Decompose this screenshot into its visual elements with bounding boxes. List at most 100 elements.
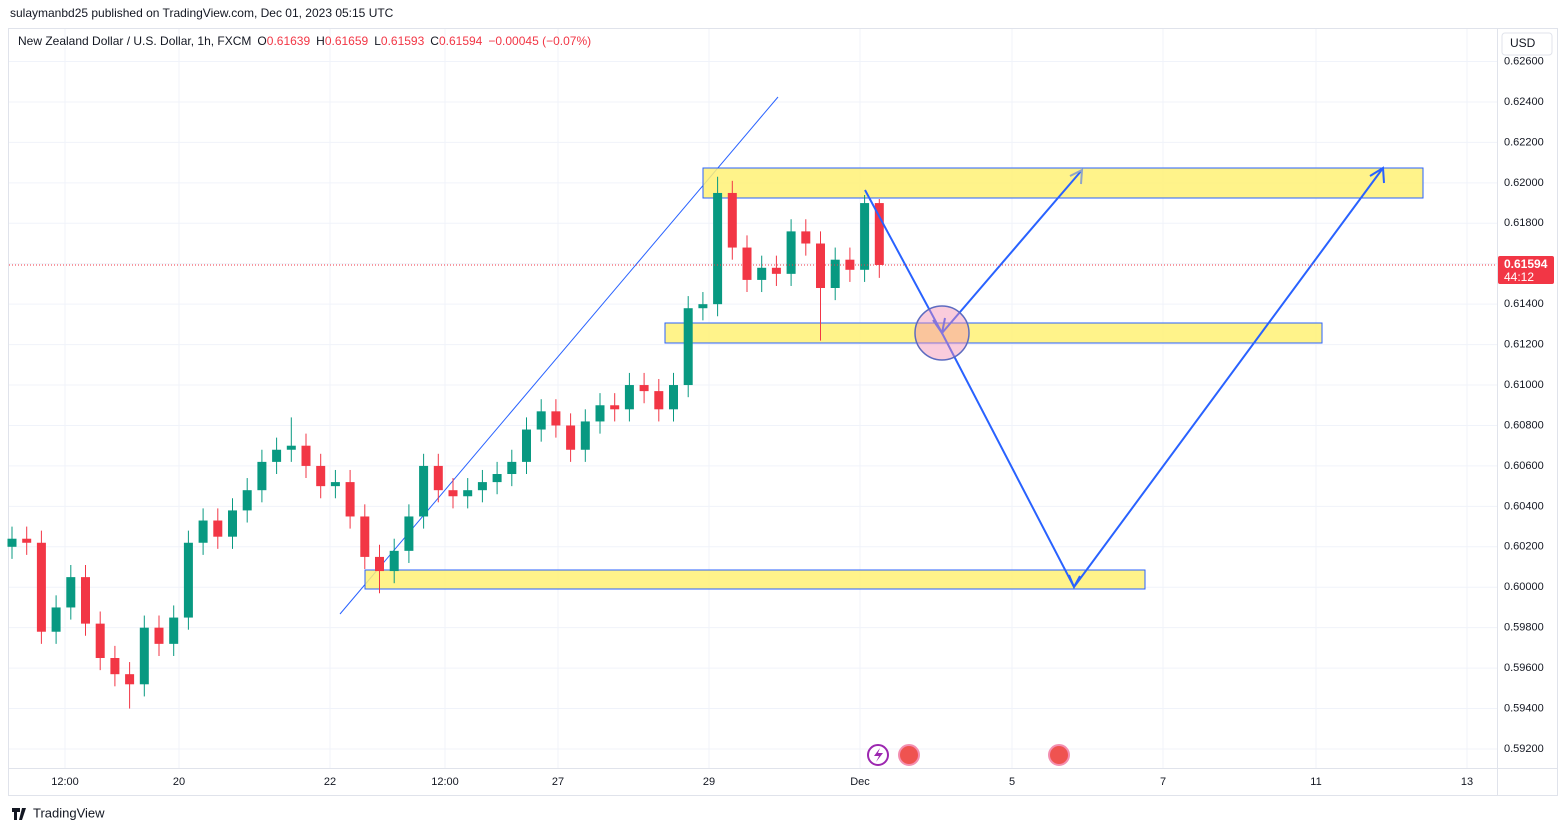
candle-body bbox=[95, 623, 105, 659]
candle-body bbox=[419, 465, 429, 517]
candle-body bbox=[330, 482, 340, 487]
arrow-head bbox=[932, 317, 946, 336]
time-label: 20 bbox=[173, 776, 185, 788]
price-label: 0.61400 bbox=[1504, 298, 1544, 310]
price-label: 0.59400 bbox=[1504, 702, 1544, 714]
legend-low-label: L bbox=[374, 34, 381, 48]
candle-body bbox=[375, 556, 384, 572]
candle-body bbox=[492, 474, 502, 483]
arrow-head bbox=[1068, 574, 1081, 590]
candle-body bbox=[610, 405, 620, 410]
candle-body bbox=[66, 577, 76, 608]
time-label: 7 bbox=[1160, 776, 1166, 788]
event-flag[interactable] bbox=[898, 744, 920, 766]
candle-body bbox=[272, 449, 282, 462]
brand-logo bbox=[12, 808, 26, 820]
candle-body bbox=[551, 411, 561, 426]
event-icon-glyph bbox=[874, 748, 883, 762]
candle-body bbox=[654, 391, 664, 410]
countdown: 44:12 bbox=[1504, 270, 1534, 284]
candle-body bbox=[698, 304, 708, 309]
legend-symbol: New Zealand Dollar / U.S. Dollar, 1h, FX… bbox=[18, 34, 251, 48]
price-label: 0.60600 bbox=[1504, 460, 1544, 472]
candle-body bbox=[639, 385, 649, 392]
candle-body bbox=[198, 520, 208, 543]
price-label: 0.60800 bbox=[1504, 419, 1544, 431]
candle-body bbox=[125, 674, 135, 685]
candle-body bbox=[433, 465, 443, 491]
candle-body bbox=[228, 510, 237, 537]
currency-button[interactable] bbox=[1501, 32, 1553, 56]
candle-body bbox=[183, 542, 193, 618]
publisher: sulaymanbd25 published on TradingView.co… bbox=[10, 6, 394, 20]
candle-body bbox=[169, 617, 179, 644]
candle-body bbox=[345, 482, 355, 517]
price-label: 0.61800 bbox=[1504, 217, 1544, 229]
time-label: 12:00 bbox=[51, 776, 79, 788]
candle-body bbox=[36, 542, 46, 632]
candle-body bbox=[213, 520, 223, 537]
time-label: Dec bbox=[850, 776, 870, 788]
support-zone bbox=[664, 322, 1323, 344]
candle-body bbox=[566, 425, 576, 450]
candle-body bbox=[683, 308, 693, 386]
candle-body bbox=[874, 203, 884, 265]
candle-body bbox=[830, 259, 840, 288]
candles bbox=[7, 176, 884, 709]
candle-body bbox=[7, 538, 17, 547]
candle-body bbox=[110, 658, 120, 675]
price-label: 0.61200 bbox=[1504, 339, 1544, 351]
candle-body bbox=[448, 490, 458, 497]
candle-body bbox=[139, 627, 149, 685]
highlight-circle bbox=[914, 305, 970, 361]
legend-change: −0.00045 (−0.07%) bbox=[488, 34, 591, 48]
candle-body bbox=[242, 490, 252, 511]
candle-body bbox=[463, 490, 473, 497]
brand: TradingView bbox=[33, 805, 105, 820]
candle-body bbox=[801, 231, 811, 244]
legend: New Zealand Dollar / U.S. Dollar, 1h, FX… bbox=[18, 34, 591, 48]
price-label: 0.60400 bbox=[1504, 500, 1544, 512]
legend-close-label: C bbox=[430, 34, 439, 48]
legend-open: 0.61639 bbox=[267, 34, 311, 48]
candle-body bbox=[404, 516, 414, 551]
price-label: 0.60200 bbox=[1504, 541, 1544, 553]
last-price-box bbox=[1498, 255, 1554, 284]
candle-body bbox=[727, 192, 737, 248]
time-label: 5 bbox=[1009, 776, 1015, 788]
currency[interactable]: USD bbox=[1510, 36, 1536, 50]
candle-body bbox=[477, 482, 487, 491]
time-label: 27 bbox=[552, 776, 564, 788]
candle-body bbox=[257, 461, 267, 491]
price-label: 0.62200 bbox=[1504, 136, 1544, 148]
legend-high: 0.61659 bbox=[325, 34, 369, 48]
candle-body bbox=[286, 445, 296, 450]
candle-body bbox=[522, 429, 531, 462]
candle-body bbox=[816, 243, 825, 288]
legend-line: New Zealand Dollar / U.S. Dollar, 1h, FX… bbox=[18, 34, 591, 48]
candle-body bbox=[771, 267, 781, 274]
price-label: 0.61000 bbox=[1504, 379, 1544, 391]
arrow-head bbox=[1369, 166, 1385, 184]
candle-body bbox=[757, 267, 767, 280]
candle-body bbox=[713, 192, 723, 305]
event-flag[interactable] bbox=[1048, 744, 1070, 766]
candle-body bbox=[316, 465, 326, 487]
price-label: 0.62600 bbox=[1504, 55, 1544, 67]
candle-body bbox=[154, 627, 164, 644]
time-label: 22 bbox=[324, 776, 336, 788]
candle-body bbox=[860, 203, 870, 270]
price-label: 0.60000 bbox=[1504, 581, 1544, 593]
price-label: 0.62400 bbox=[1504, 96, 1544, 108]
legend-open-label: O bbox=[257, 34, 266, 48]
time-label: 12:00 bbox=[431, 776, 459, 788]
price-label: 0.59800 bbox=[1504, 622, 1544, 634]
time-label: 29 bbox=[703, 776, 715, 788]
candle-body bbox=[389, 550, 399, 572]
demand-zone bbox=[364, 569, 1146, 590]
candle-body bbox=[669, 385, 678, 410]
price-label: 0.59600 bbox=[1504, 662, 1544, 674]
candle-body bbox=[742, 247, 752, 280]
